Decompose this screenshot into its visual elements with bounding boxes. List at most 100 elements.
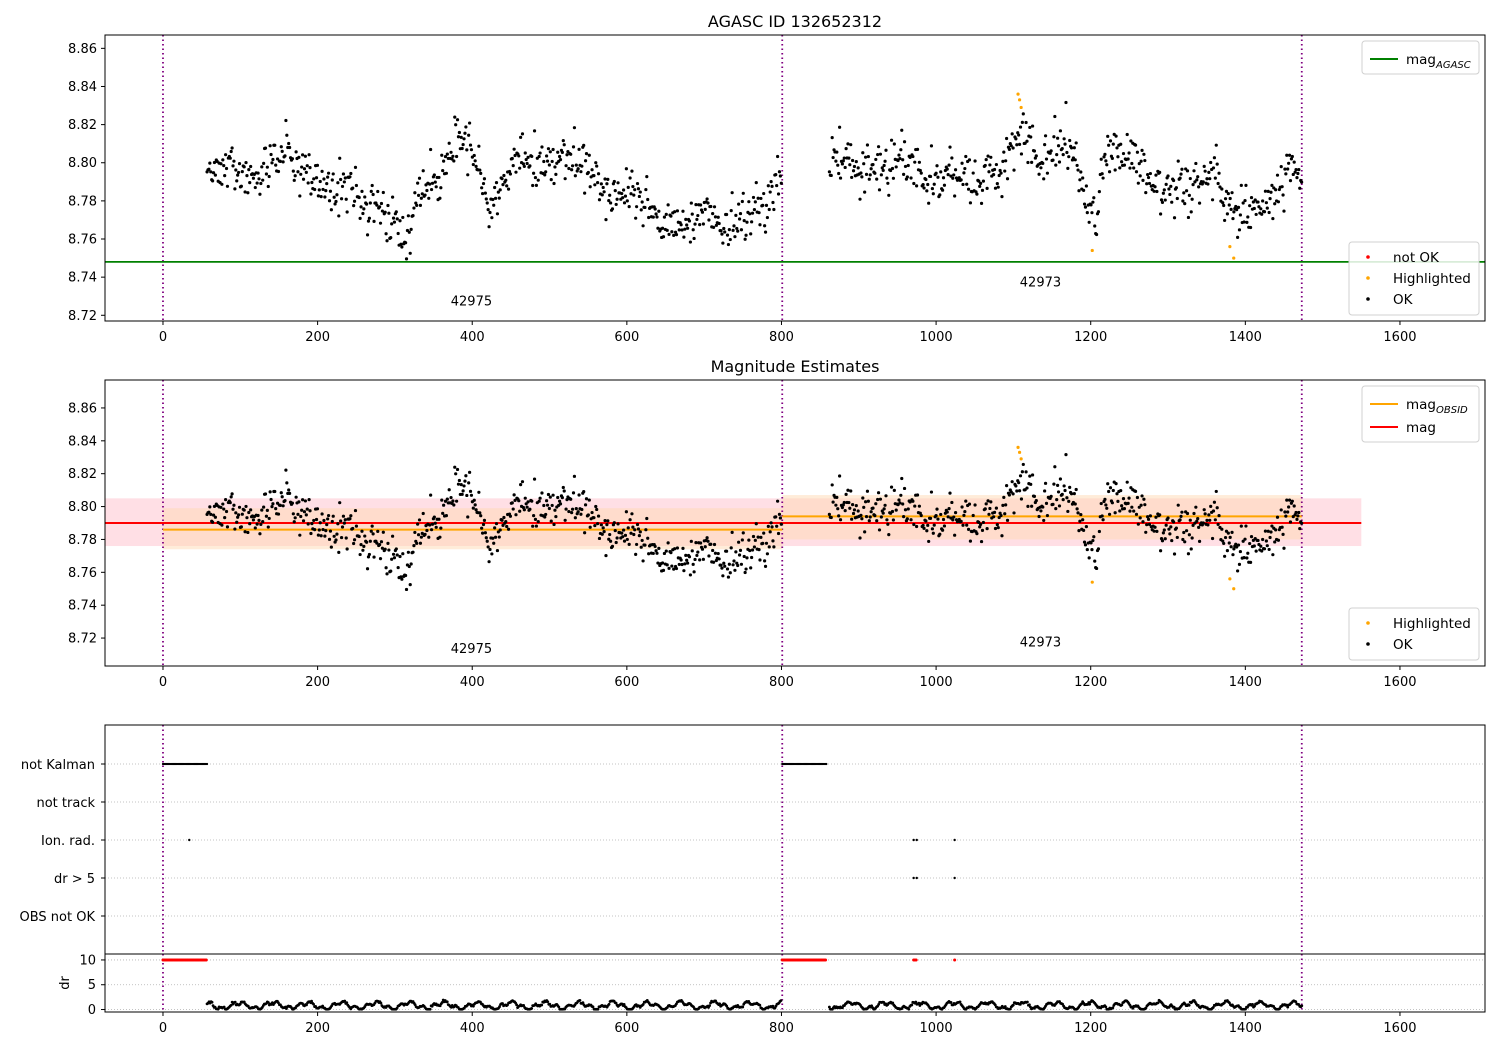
ok-point xyxy=(1194,161,1198,166)
ok-point xyxy=(309,192,313,196)
ok-point xyxy=(1054,163,1058,167)
ok-point xyxy=(646,536,650,540)
ok-point xyxy=(400,577,404,581)
ok-point xyxy=(360,529,364,533)
ok-point xyxy=(242,165,246,169)
dr-point xyxy=(343,999,347,1003)
ok-point xyxy=(1197,185,1201,189)
y-tick-label: 8.86 xyxy=(68,42,97,57)
ok-point xyxy=(963,509,967,514)
ok-point xyxy=(1153,185,1157,189)
ok-point xyxy=(1133,489,1138,493)
ok-point xyxy=(951,176,955,180)
p4-x-tick-label: 400 xyxy=(460,1021,485,1036)
ok-point xyxy=(964,499,968,503)
ok-point xyxy=(1262,210,1267,214)
ok-point xyxy=(1243,537,1247,541)
ok-point xyxy=(856,166,860,170)
p1-x-tick-label: 800 xyxy=(769,330,794,345)
ok-point xyxy=(700,547,705,551)
ok-point xyxy=(263,492,268,496)
ok-point xyxy=(602,530,606,534)
ok-point xyxy=(644,528,648,532)
ok-point xyxy=(733,568,737,572)
ok-point xyxy=(835,150,839,154)
ok-point xyxy=(1134,512,1139,516)
ok-point xyxy=(365,233,370,237)
ok-point xyxy=(466,515,470,519)
ok-point xyxy=(544,170,548,174)
ok-point xyxy=(536,519,540,524)
ok-point xyxy=(1214,143,1218,147)
ok-point xyxy=(1209,160,1213,165)
ok-point xyxy=(1120,160,1124,164)
ok-point xyxy=(256,513,260,518)
ok-point xyxy=(1243,198,1247,203)
ok-point xyxy=(761,541,765,545)
ok-point xyxy=(545,159,550,163)
ok-point xyxy=(621,535,625,539)
ok-point xyxy=(1114,482,1118,486)
ok-point xyxy=(1017,142,1022,147)
ok-point xyxy=(326,175,330,179)
ok-point xyxy=(919,171,923,175)
ok-point xyxy=(723,564,727,568)
ok-point xyxy=(1055,153,1059,157)
ok-point xyxy=(1103,497,1107,501)
ok-point xyxy=(874,502,878,506)
highlighted-point xyxy=(1019,105,1023,110)
ok-point xyxy=(478,168,482,172)
y-tick-label: 8.72 xyxy=(68,632,97,647)
ok-point xyxy=(563,518,567,522)
ok-point xyxy=(303,499,307,503)
dr-point xyxy=(498,1005,501,1009)
ok-point xyxy=(465,493,469,498)
ok-point xyxy=(1184,189,1189,193)
ok-point xyxy=(953,194,957,198)
ok-point xyxy=(1290,499,1294,503)
ok-point xyxy=(480,531,485,535)
ok-point xyxy=(737,202,741,206)
ok-point xyxy=(491,197,495,202)
ok-point xyxy=(462,137,466,141)
dr-point xyxy=(596,1007,600,1011)
ok-point xyxy=(1163,198,1167,202)
ok-point xyxy=(349,514,353,518)
flag-point xyxy=(915,876,918,880)
ok-point xyxy=(1002,495,1006,499)
ok-point xyxy=(428,523,432,527)
ok-point xyxy=(1242,220,1246,224)
ok-point xyxy=(1286,167,1290,171)
ok-point xyxy=(613,188,617,193)
ok-point xyxy=(936,517,940,521)
ok-point xyxy=(340,525,345,529)
ok-point xyxy=(1139,503,1143,507)
ok-point xyxy=(1197,201,1202,205)
ok-point xyxy=(335,532,339,536)
ok-point xyxy=(596,180,600,185)
ok-point xyxy=(579,512,583,516)
ok-point xyxy=(744,567,748,571)
ok-point xyxy=(1223,554,1227,558)
ok-point xyxy=(1072,492,1076,496)
ok-point xyxy=(482,518,487,522)
ok-point xyxy=(903,508,908,512)
ok-point xyxy=(221,502,225,506)
ok-point xyxy=(741,531,745,535)
ok-point xyxy=(222,164,226,168)
dr-point xyxy=(233,1000,237,1004)
ok-point xyxy=(840,162,844,166)
ok-point xyxy=(519,483,523,487)
ok-point xyxy=(1053,114,1057,119)
ok-point xyxy=(999,171,1003,175)
ok-point xyxy=(224,166,229,171)
ok-point xyxy=(931,192,935,196)
ok-point xyxy=(288,491,292,496)
dr-point xyxy=(718,1002,722,1006)
ok-point xyxy=(556,150,560,154)
ok-point xyxy=(550,503,554,508)
ok-point xyxy=(1189,547,1193,551)
ok-point xyxy=(1030,160,1034,164)
ok-point xyxy=(644,187,648,192)
ok-point xyxy=(742,219,746,223)
